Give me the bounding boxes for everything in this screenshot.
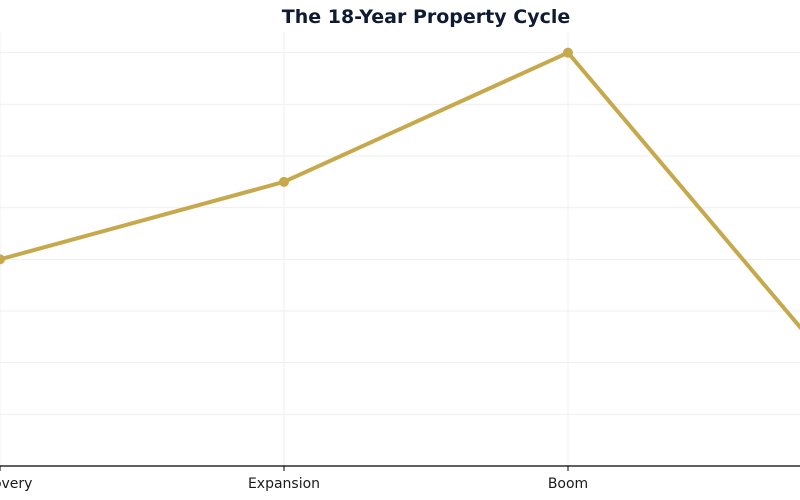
x-tick-label-2: Boom (548, 476, 588, 492)
series-line-0 (0, 50, 800, 331)
data-point-0-2 (563, 47, 573, 58)
x-tick-label-1: Expansion (248, 476, 320, 492)
x-tick-label-0: Recovery (0, 476, 32, 492)
data-point-0-0 (0, 254, 5, 265)
series-layer (0, 47, 800, 331)
data-point-0-1 (279, 176, 289, 187)
tick-label-layer: RecoveryExpansionBoomBust (0, 476, 588, 492)
axis-layer (0, 465, 800, 471)
chart-title: The 18-Year Property Cycle (281, 6, 571, 28)
grid-layer (0, 32, 800, 466)
